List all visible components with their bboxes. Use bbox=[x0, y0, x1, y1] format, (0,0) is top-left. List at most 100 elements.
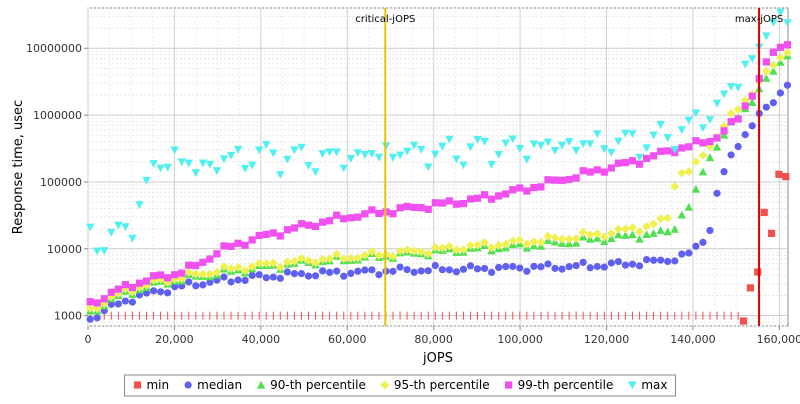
median-point bbox=[424, 267, 432, 275]
p99-point bbox=[185, 261, 193, 269]
p99-point bbox=[396, 204, 404, 212]
median-point bbox=[410, 268, 418, 276]
max-point bbox=[297, 143, 306, 152]
legend-max-label: max bbox=[641, 378, 667, 392]
median-point bbox=[403, 266, 411, 274]
median-point bbox=[544, 260, 552, 268]
series-layer bbox=[85, 8, 792, 325]
p95-point bbox=[198, 269, 208, 279]
max-point bbox=[438, 142, 447, 151]
max-point bbox=[578, 140, 588, 149]
p99-point bbox=[255, 231, 263, 240]
max-point bbox=[515, 145, 524, 153]
p90-point bbox=[628, 230, 637, 239]
x-tick-label: 40,000 bbox=[242, 333, 281, 346]
median-point bbox=[297, 269, 306, 278]
max-point bbox=[318, 150, 327, 158]
x-tick-label: 0 bbox=[85, 333, 92, 346]
median-point bbox=[368, 266, 376, 274]
p90-point bbox=[698, 167, 708, 176]
p99-point bbox=[600, 168, 608, 176]
max-point bbox=[247, 161, 257, 170]
median-point bbox=[114, 300, 122, 308]
max-point bbox=[402, 147, 412, 156]
max-point bbox=[557, 141, 567, 150]
p99-point bbox=[333, 211, 341, 219]
p95-point bbox=[290, 256, 299, 266]
p99-point bbox=[678, 144, 686, 152]
min-series-baseline bbox=[89, 311, 739, 320]
p99-point bbox=[523, 187, 531, 195]
p95-point bbox=[494, 240, 504, 250]
p99-point bbox=[227, 242, 235, 250]
median-point bbox=[290, 269, 299, 278]
p95-point bbox=[599, 232, 609, 242]
median-point bbox=[396, 263, 404, 271]
median-point bbox=[248, 271, 256, 280]
p99-point bbox=[537, 183, 545, 191]
p95-point bbox=[487, 243, 497, 253]
median-point bbox=[565, 263, 573, 271]
max-point bbox=[740, 60, 750, 69]
p99-point bbox=[720, 127, 728, 135]
p95-point bbox=[409, 246, 419, 256]
p95-point bbox=[536, 237, 546, 247]
max-point bbox=[684, 116, 694, 125]
p99-point bbox=[586, 168, 594, 176]
y-tick-label: 10000000 bbox=[26, 42, 82, 55]
median-point bbox=[438, 266, 446, 274]
p99-point bbox=[741, 102, 749, 110]
median-point bbox=[417, 267, 425, 275]
p99-point bbox=[114, 285, 122, 293]
median-point bbox=[340, 272, 348, 280]
p95-point bbox=[304, 256, 313, 266]
median-point bbox=[234, 276, 242, 284]
p99-point bbox=[530, 183, 538, 192]
max-point bbox=[346, 155, 355, 163]
max-point bbox=[501, 139, 510, 148]
median-point bbox=[304, 272, 313, 280]
p95-point bbox=[261, 258, 271, 268]
x-tick-label: 60,000 bbox=[328, 333, 367, 346]
p95-point bbox=[452, 245, 461, 255]
p99-point bbox=[445, 197, 453, 205]
median-point bbox=[741, 131, 749, 139]
max-point bbox=[656, 121, 665, 129]
max-point bbox=[226, 151, 236, 160]
p99-point bbox=[241, 241, 249, 249]
median-point bbox=[311, 272, 320, 280]
median-point bbox=[227, 278, 235, 286]
max-point bbox=[698, 124, 708, 133]
max-point bbox=[388, 153, 398, 162]
p95-point bbox=[473, 240, 482, 250]
median-point bbox=[347, 269, 355, 277]
p90-point bbox=[712, 142, 722, 151]
p99-point bbox=[375, 209, 383, 218]
p95-point bbox=[508, 236, 518, 246]
median-point bbox=[389, 267, 397, 275]
p95-point bbox=[430, 243, 440, 252]
max-point bbox=[769, 18, 778, 27]
p95-point bbox=[353, 253, 363, 263]
median-point bbox=[516, 264, 524, 272]
median-point bbox=[192, 282, 200, 290]
max-point bbox=[719, 90, 729, 99]
p99-point bbox=[551, 176, 559, 184]
p99-point bbox=[699, 139, 707, 147]
max-point bbox=[149, 160, 158, 168]
p99-point bbox=[635, 160, 644, 168]
median-point bbox=[452, 268, 461, 276]
p95-point bbox=[649, 219, 659, 229]
p99-point bbox=[389, 210, 397, 218]
p95-point bbox=[543, 231, 553, 241]
p99-point bbox=[361, 210, 369, 218]
median-point bbox=[466, 262, 475, 270]
p99-point bbox=[466, 195, 475, 203]
series-p99 bbox=[86, 41, 792, 307]
p90-point bbox=[621, 231, 630, 239]
max-point bbox=[776, 8, 785, 17]
p99-point bbox=[93, 299, 101, 307]
p99-point bbox=[368, 206, 376, 214]
p90-point bbox=[663, 227, 672, 236]
